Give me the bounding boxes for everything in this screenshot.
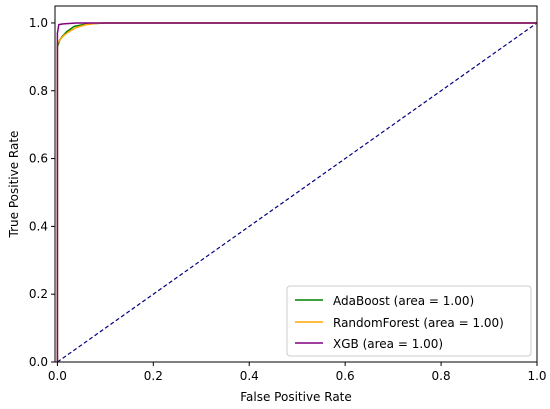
- legend-label-xgb: XGB (area = 1.00): [333, 337, 443, 351]
- y-tick-label: 0.6: [29, 152, 48, 166]
- roc-curve-xgb: [56, 22, 537, 362]
- legend: AdaBoost (area = 1.00) RandomForest (are…: [286, 285, 532, 357]
- x-tick-label: 0.8: [432, 369, 451, 383]
- x-tick-label: 0.2: [144, 369, 163, 383]
- x-tick-label: 0.4: [240, 369, 259, 383]
- legend-frame: [286, 285, 532, 357]
- chance-diagonal-line: [57, 22, 537, 362]
- legend-label-randomforest: RandomForest (area = 1.00): [333, 316, 504, 330]
- y-axis-ticks: 0.0 0.2 0.4 0.6 0.8 1.0: [29, 16, 55, 369]
- y-tick-label: 0.2: [29, 287, 48, 301]
- y-tick-label: 0.8: [29, 84, 48, 98]
- x-tick-label: 0.6: [336, 369, 355, 383]
- series-layer: [56, 22, 537, 362]
- x-tick-label: 1.0: [527, 369, 546, 383]
- x-tick-label: 0.0: [48, 369, 67, 383]
- y-axis-label: True Positive Rate: [7, 131, 21, 239]
- x-axis-label: False Positive Rate: [240, 390, 352, 404]
- y-tick-label: 1.0: [29, 16, 48, 30]
- y-tick-label: 0.4: [29, 219, 48, 233]
- x-axis-ticks: 0.0 0.2 0.4 0.6 0.8 1.0: [48, 362, 547, 383]
- legend-label-adaboost: AdaBoost (area = 1.00): [333, 294, 474, 308]
- plot-frame: [54, 5, 538, 363]
- y-tick-label: 0.0: [29, 355, 48, 369]
